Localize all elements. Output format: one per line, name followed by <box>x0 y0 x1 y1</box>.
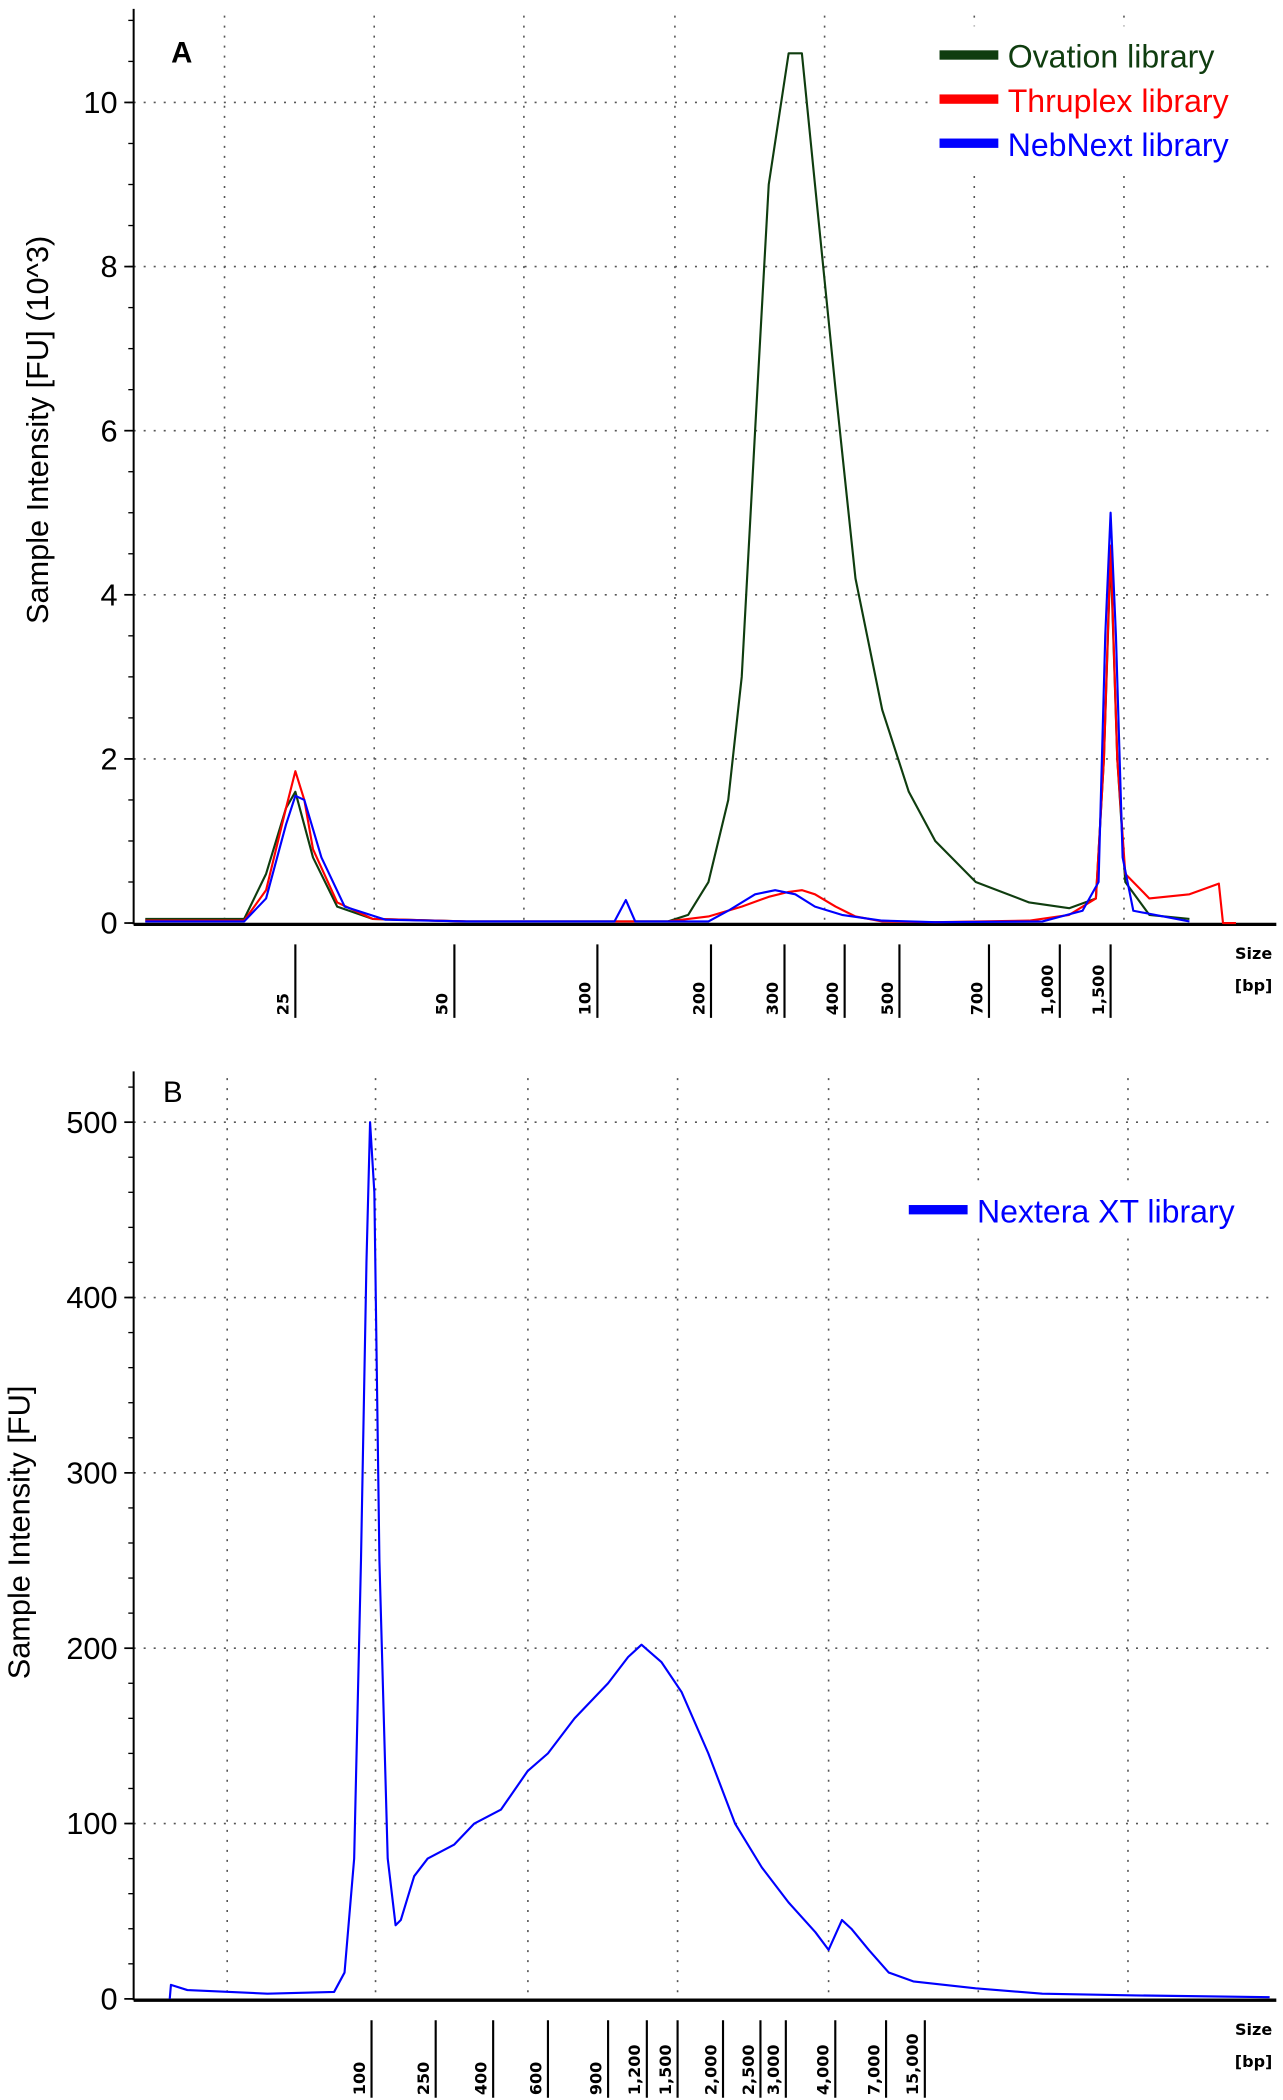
y-tick-label: 2 <box>101 742 118 777</box>
x-tick-label: 15,000 <box>903 2033 922 2095</box>
panel-a: 0 2 4 6 8 10 Sample Intensity [FU] (10^3) 25 50 1… <box>20 8 1277 1018</box>
x-tick-label: 250 <box>414 2062 433 2095</box>
y-tick-label: 300 <box>66 1456 117 1491</box>
x-tick-label: 400 <box>471 2062 490 2095</box>
panel-b: 0 100 200 300 400 500 Sample Intensity [FU] 100… <box>1 1071 1277 2098</box>
x-tick-label: 2,500 <box>739 2044 758 2095</box>
y-tick-label: 6 <box>101 413 118 448</box>
legend: Ovation library Thruplex library NebNext l… <box>931 26 1274 170</box>
x-tick-label: 600 <box>526 2062 545 2095</box>
x-tick-label: 200 <box>689 982 708 1015</box>
legend-label: Ovation library <box>1008 39 1215 75</box>
legend-label: NebNext library <box>1008 127 1229 163</box>
y-axis-title: Sample Intensity [FU] (10^3) <box>20 236 55 624</box>
x-tick-label: 3,000 <box>764 2044 783 2095</box>
y-tick-label: 10 <box>83 85 117 120</box>
y-tick-label: 200 <box>66 1631 117 1666</box>
x-tick-label: 1,000 <box>1038 965 1057 1016</box>
panel-label: A <box>171 36 192 69</box>
x-axis-title-unit: [bp] <box>1235 976 1273 995</box>
legend-label: Thruplex library <box>1008 83 1229 119</box>
legend-swatch <box>939 94 999 104</box>
y-tick-label: 100 <box>66 1806 117 1841</box>
y-tick-label: 400 <box>66 1280 117 1315</box>
x-tick-label: 1,200 <box>625 2044 644 2095</box>
legend-swatch <box>939 138 999 148</box>
legend-swatch <box>908 1205 968 1215</box>
x-tick-label: 25 <box>274 993 293 1015</box>
series-line-nebnext-library <box>145 511 1190 924</box>
x-tick-label: 2,000 <box>701 2044 720 2095</box>
y-tick-label: 4 <box>101 577 118 612</box>
y-tick-label: 500 <box>66 1105 117 1140</box>
x-tick-label: 1,500 <box>656 2044 675 2095</box>
y-tick-label: 8 <box>101 249 118 284</box>
x-tick-label: 400 <box>823 982 842 1015</box>
legend-label: Nextera XT library <box>977 1193 1235 1229</box>
legend: Nextera XT library <box>900 1180 1274 1236</box>
x-tick-label: 900 <box>586 2062 605 2095</box>
x-tick-label: 700 <box>967 982 986 1015</box>
panel-label: B <box>163 1076 183 1109</box>
y-tick-label: 0 <box>101 1982 118 2017</box>
x-tick-label: 4,000 <box>814 2044 833 2095</box>
x-tick-label: 7,000 <box>864 2044 883 2095</box>
x-axis-title-unit: [bp] <box>1235 2052 1273 2071</box>
legend-swatch <box>939 50 999 60</box>
series-line-thruplex-library <box>145 544 1236 925</box>
x-axis-title-size: Size <box>1235 2020 1272 2039</box>
x-tick-label: 100 <box>350 2062 369 2095</box>
x-tick-label: 100 <box>576 982 595 1015</box>
y-axis-title: Sample Intensity [FU] <box>1 1386 36 1680</box>
x-tick-label: 300 <box>763 982 782 1015</box>
y-tick-label: 0 <box>101 906 118 941</box>
x-axis-title-size: Size <box>1235 944 1272 963</box>
x-tick-label: 1,500 <box>1089 965 1108 1016</box>
x-tick-label: 50 <box>433 993 452 1015</box>
series-line-nextera-xt-library <box>168 1121 1270 1999</box>
x-tick-label: 500 <box>878 982 897 1015</box>
